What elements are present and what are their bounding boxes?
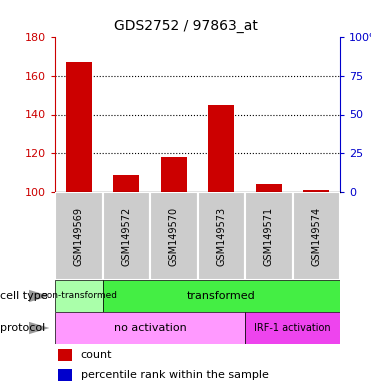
Bar bbox=[102, 192, 150, 280]
Bar bbox=[303, 190, 329, 192]
Text: GSM149569: GSM149569 bbox=[74, 207, 84, 265]
Text: transformed: transformed bbox=[187, 291, 256, 301]
Bar bbox=[58, 349, 72, 361]
Text: GSM149571: GSM149571 bbox=[264, 207, 274, 266]
Bar bbox=[150, 192, 197, 280]
Text: GSM149573: GSM149573 bbox=[216, 207, 226, 266]
Bar bbox=[292, 192, 340, 280]
Text: cell type: cell type bbox=[0, 291, 47, 301]
Bar bbox=[256, 184, 282, 192]
Text: protocol: protocol bbox=[0, 323, 45, 333]
Text: no activation: no activation bbox=[114, 323, 186, 333]
Text: GSM149572: GSM149572 bbox=[121, 206, 131, 266]
Bar bbox=[245, 192, 292, 280]
Text: IRF-1 activation: IRF-1 activation bbox=[254, 323, 331, 333]
Bar bbox=[208, 105, 234, 192]
Bar bbox=[113, 175, 139, 192]
Text: GSM149570: GSM149570 bbox=[169, 207, 179, 266]
Text: GDS2752 / 97863_at: GDS2752 / 97863_at bbox=[114, 19, 257, 33]
Text: non-transformed: non-transformed bbox=[41, 291, 117, 301]
Bar bbox=[245, 312, 340, 344]
Bar bbox=[55, 192, 102, 280]
Text: GSM149574: GSM149574 bbox=[311, 207, 321, 266]
Bar bbox=[58, 369, 72, 381]
Bar bbox=[197, 192, 245, 280]
Bar bbox=[102, 280, 340, 312]
Bar bbox=[55, 312, 245, 344]
Bar bbox=[161, 157, 187, 192]
Text: percentile rank within the sample: percentile rank within the sample bbox=[81, 370, 269, 380]
Bar bbox=[66, 62, 92, 192]
Bar bbox=[55, 280, 102, 312]
Polygon shape bbox=[29, 290, 49, 302]
Polygon shape bbox=[29, 322, 49, 334]
Text: count: count bbox=[81, 350, 112, 360]
